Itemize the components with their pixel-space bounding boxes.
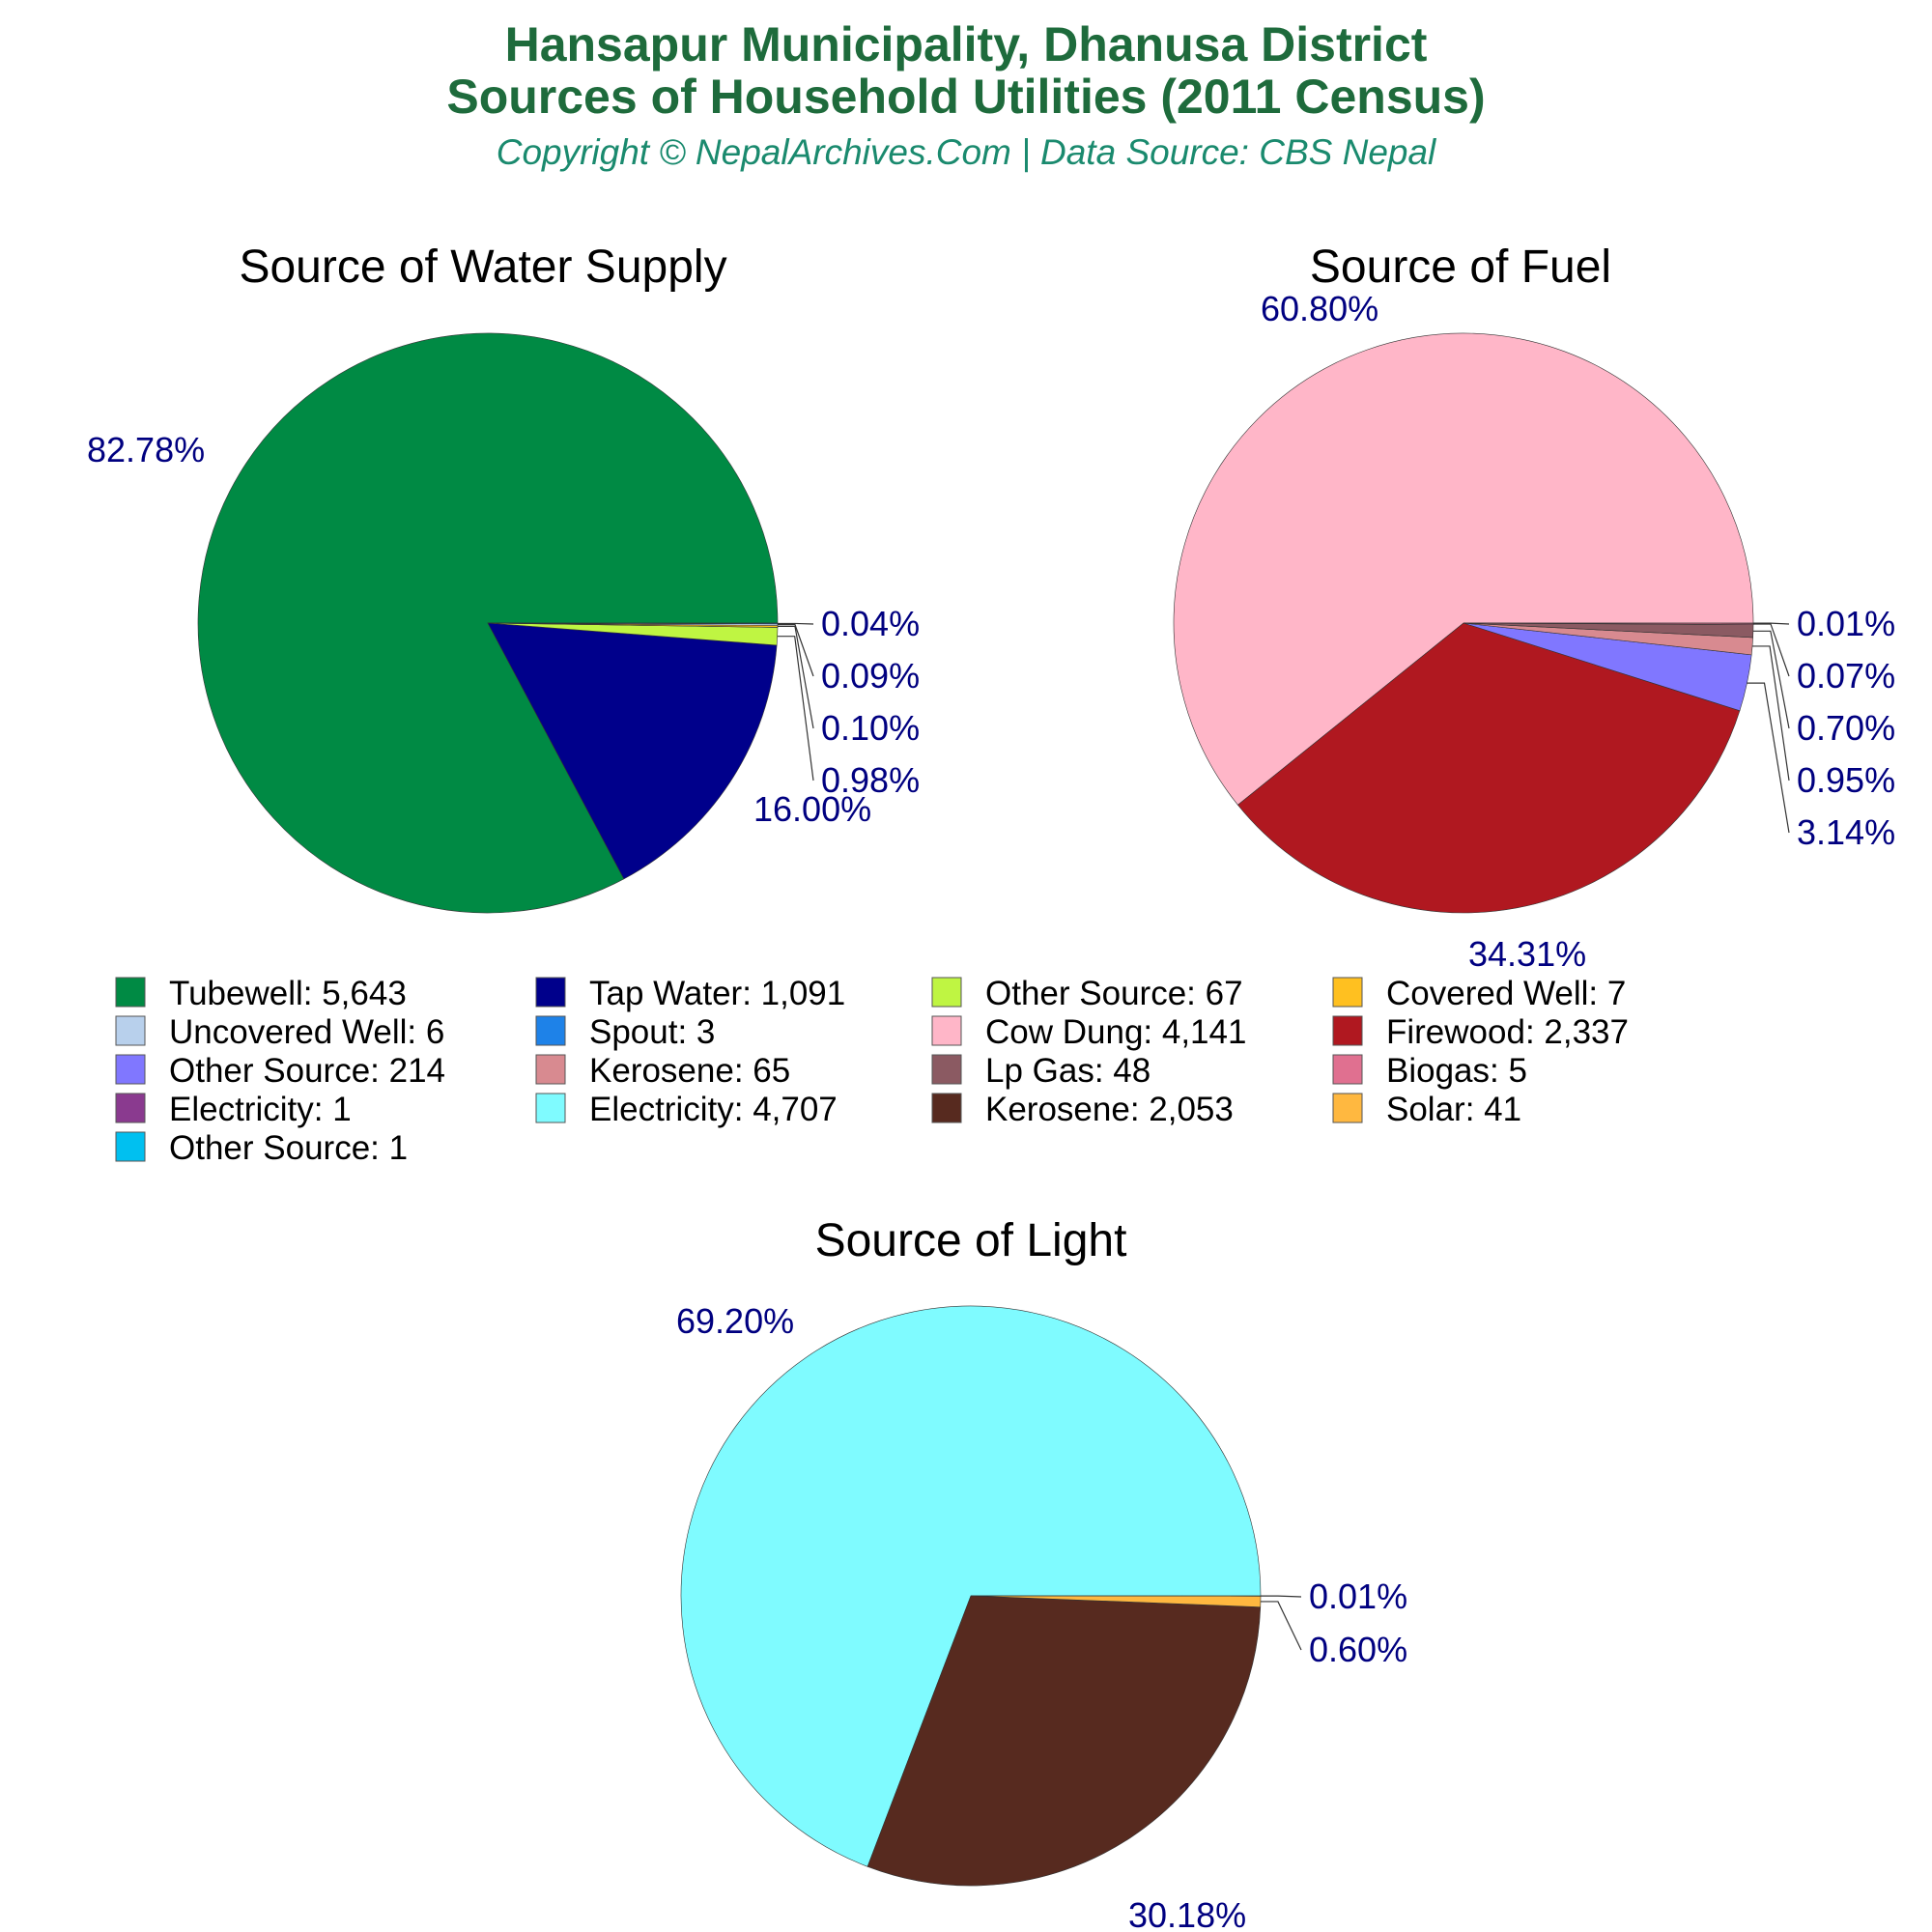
- percent-label-cow-dung: 60.80%: [1261, 289, 1378, 328]
- legend-swatch: [535, 1054, 566, 1085]
- chart-title: Source of Fuel: [1310, 242, 1611, 293]
- legend-item: Kerosene: 65: [535, 1052, 790, 1090]
- pie-slice-firewood: [1237, 622, 1741, 914]
- legend-label: Uncovered Well: 6: [169, 1013, 444, 1051]
- pie-chart-source-of-water-supply: Source of Water Supply 82.78% 16.00%0.98% 0…: [87, 242, 920, 914]
- pie-slice-cow-dung: [1173, 332, 1754, 806]
- percent-label-covered-well: 0.10%: [821, 708, 920, 748]
- legend-label: Electricity: 4,707: [589, 1091, 838, 1128]
- chart-title: Source of Water Supply: [239, 242, 726, 293]
- leader-line: [1261, 1595, 1302, 1598]
- legend-item: Solar: 41: [1332, 1091, 1521, 1128]
- legend-label: Electricity: 1: [169, 1091, 352, 1128]
- leader-line: [1747, 682, 1790, 834]
- legend-label: Lp Gas: 48: [985, 1052, 1151, 1090]
- legend-item: Uncovered Well: 6: [115, 1013, 444, 1051]
- legend-label: Spout: 3: [589, 1013, 715, 1051]
- legend-swatch: [1332, 1054, 1363, 1085]
- legend-label: Cow Dung: 4,141: [985, 1013, 1246, 1051]
- percent-label-kerosene: 30.18%: [1128, 1895, 1246, 1932]
- legend-item: Covered Well: 7: [1332, 975, 1626, 1012]
- legend-swatch: [535, 1093, 566, 1123]
- legend-label: Other Source: 1: [169, 1129, 408, 1167]
- legend-item: Firewood: 2,337: [1332, 1013, 1629, 1051]
- percent-label-lp-gas: 0.70%: [1797, 708, 1895, 748]
- percent-label-other-source: 0.98%: [821, 760, 920, 800]
- legend-item: Other Source: 1: [115, 1129, 408, 1167]
- legend-swatch: [115, 1054, 146, 1085]
- percent-label-tubewell: 82.78%: [87, 430, 205, 469]
- leader-line: [1752, 630, 1790, 729]
- percent-label-other-source: 3.14%: [1797, 812, 1895, 852]
- page-subtitle: Copyright © NepalArchives.Com | Data Sou…: [496, 132, 1436, 172]
- legend-item: Cow Dung: 4,141: [931, 1013, 1246, 1051]
- legend-item: Spout: 3: [535, 1013, 715, 1051]
- legend: Tubewell: 5,643 Tap Water: 1,091 Other Sou…: [115, 975, 1629, 1167]
- pie-slice-electricity: [680, 1305, 1262, 1867]
- legend-item: Biogas: 5: [1332, 1052, 1527, 1090]
- legend-swatch: [115, 1131, 146, 1162]
- legend-swatch: [115, 1093, 146, 1123]
- percent-label-kerosene: 0.95%: [1797, 760, 1895, 800]
- page-title-line1: Hansapur Municipality, Dhanusa District: [504, 17, 1428, 71]
- legend-swatch: [931, 1093, 962, 1123]
- legend-label: Tubewell: 5,643: [169, 975, 407, 1012]
- leader-line: [1752, 623, 1790, 677]
- legend-swatch: [535, 1015, 566, 1046]
- legend-item: Kerosene: 2,053: [931, 1091, 1234, 1128]
- legend-item: Tubewell: 5,643: [115, 975, 407, 1012]
- legend-swatch: [1332, 977, 1363, 1008]
- pie-slice-kerosene: [867, 1595, 1262, 1887]
- legend-item: Other Source: 67: [931, 975, 1243, 1012]
- percent-label-firewood: 34.31%: [1468, 934, 1586, 974]
- legend-item: Electricity: 1: [115, 1091, 352, 1128]
- legend-swatch: [1332, 1015, 1363, 1046]
- legend-label: Other Source: 214: [169, 1052, 445, 1090]
- legend-swatch: [1332, 1093, 1363, 1123]
- legend-label: Kerosene: 2,053: [985, 1091, 1234, 1128]
- pie-chart-source-of-light: Source of Light 69.20% 30.18% 0.60% 0.01%: [676, 1215, 1407, 1932]
- leader-line: [777, 622, 814, 625]
- legend-item: Tap Water: 1,091: [535, 975, 845, 1012]
- legend-label: Firewood: 2,337: [1386, 1013, 1629, 1051]
- leader-line: [1752, 645, 1790, 781]
- pie-slice-tap-water: [487, 622, 778, 880]
- legend-swatch: [931, 1015, 962, 1046]
- percent-label-spout: 0.04%: [821, 604, 920, 643]
- leader-line: [1260, 1601, 1302, 1651]
- leader-line: [777, 624, 814, 677]
- legend-swatch: [535, 977, 566, 1008]
- legend-label: Tap Water: 1,091: [589, 975, 845, 1012]
- percent-label-biogas: 0.07%: [1797, 656, 1895, 696]
- legend-label: Biogas: 5: [1386, 1052, 1527, 1090]
- legend-swatch: [115, 977, 146, 1008]
- legend-label: Kerosene: 65: [589, 1052, 790, 1090]
- leader-line: [1753, 622, 1790, 625]
- leader-line: [777, 625, 814, 729]
- legend-label: Solar: 41: [1386, 1091, 1521, 1128]
- legend-label: Other Source: 67: [985, 975, 1243, 1012]
- legend-swatch: [115, 1015, 146, 1046]
- leader-line: [777, 636, 814, 781]
- percent-label-other-source: 0.01%: [1309, 1577, 1407, 1616]
- percent-label-uncovered-well: 0.09%: [821, 656, 920, 696]
- legend-swatch: [931, 1054, 962, 1085]
- legend-label: Covered Well: 7: [1386, 975, 1626, 1012]
- legend-swatch: [931, 977, 962, 1008]
- chart-title: Source of Light: [815, 1215, 1127, 1266]
- percent-label-tap-water: 16.00%: [753, 789, 871, 829]
- page-title-line2: Sources of Household Utilities (2011 Cen…: [446, 70, 1486, 124]
- legend-item: Electricity: 4,707: [535, 1091, 838, 1128]
- legend-item: Lp Gas: 48: [931, 1052, 1151, 1090]
- legend-item: Other Source: 214: [115, 1052, 445, 1090]
- percent-label-electricity: 69.20%: [676, 1301, 794, 1341]
- percent-label-electricity: 0.01%: [1797, 604, 1895, 643]
- percent-label-solar: 0.60%: [1309, 1630, 1407, 1669]
